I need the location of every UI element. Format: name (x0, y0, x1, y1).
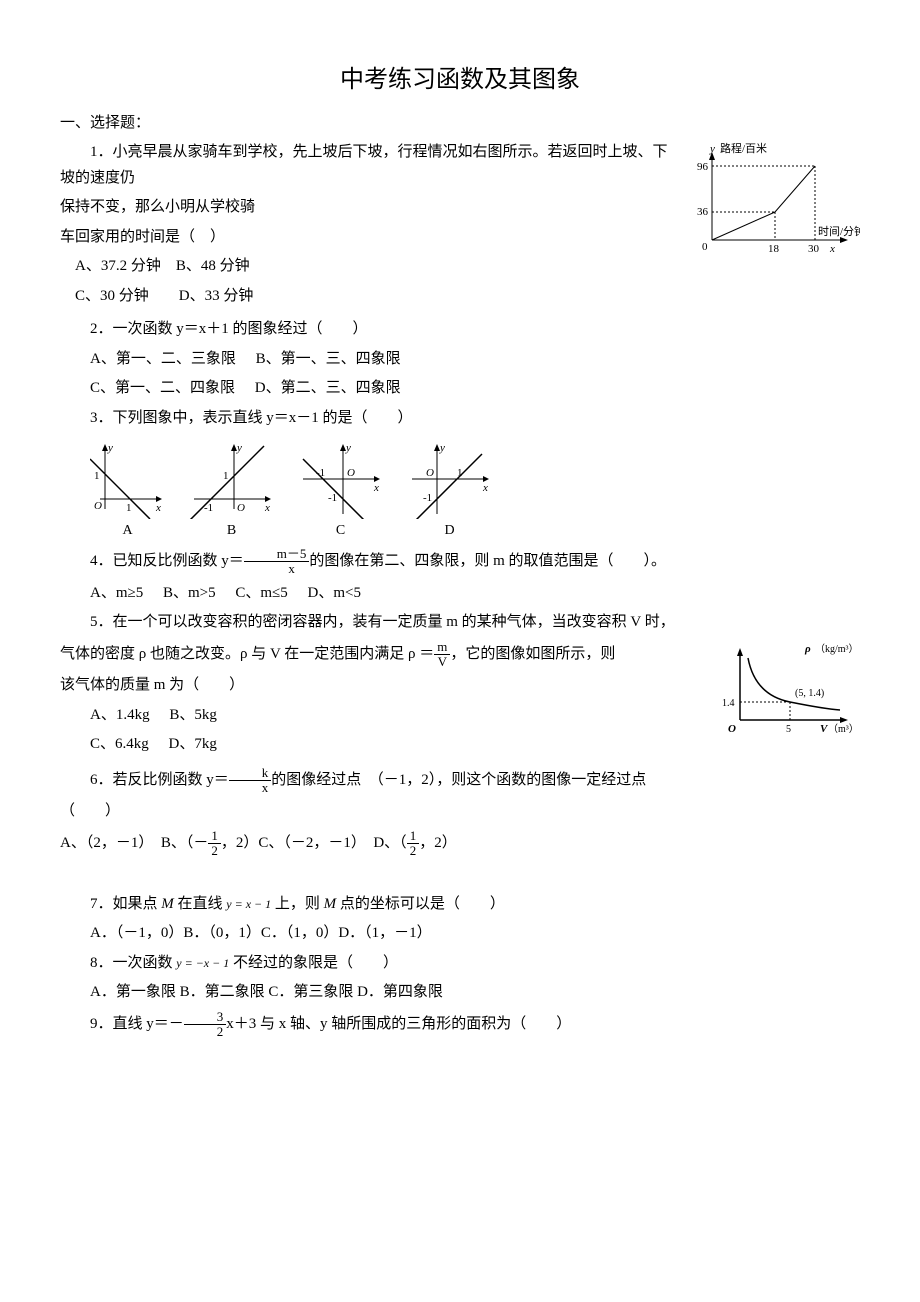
q5-optD: D、7kg (169, 736, 217, 752)
q8-text: 8．一次函数 y = −x − 1 不经过的象限是（ ） (60, 951, 860, 977)
q2-optD: D、第二、三、四象限 (255, 380, 401, 396)
q1-xvar: x (829, 243, 835, 255)
q2-optA: A、第一、二、三象限 (90, 351, 236, 367)
q3-labelD: D (407, 519, 492, 543)
q4-post: 的图像在第二、四象限，则 m 的取值范围是（ ）。 (309, 553, 666, 569)
q3-text: 3．下列图象中，表示直线 y＝x－1 的是（ ） (60, 406, 860, 432)
q2-text: 2．一次函数 y＝x＋1 的图象经过（ ） (60, 317, 860, 343)
svg-text:-1: -1 (328, 492, 337, 504)
q1-graph: y 路程/百米 96 36 0 18 30 x 时间/分钟 (690, 140, 860, 260)
svg-text:O: O (237, 502, 245, 514)
q5-yv: 1.4 (722, 698, 735, 709)
q4-frac: m－5x (244, 547, 310, 577)
q1-y36: 36 (697, 206, 709, 218)
q5-optC: C、6.4kg (90, 736, 149, 752)
q6-opts: A、（2，－1） B、（－12，2）C、（－2，－1） D、（12，2） (60, 829, 860, 859)
q9-frac: 32 (184, 1010, 227, 1040)
q1-x18: 18 (768, 243, 780, 255)
q5-graph: ρ （kg/m³） 1.4 5 O (5, 1.4) V （m³） (720, 640, 860, 735)
svg-text:-1: -1 (423, 492, 432, 504)
svg-text:x: x (373, 482, 379, 494)
svg-text:y: y (107, 442, 113, 454)
q1-x30: 30 (808, 243, 820, 255)
q5-opts2: C、6.4kg D、7kg (60, 732, 860, 758)
svg-text:O: O (426, 467, 434, 479)
q5-optB: B、5kg (169, 707, 217, 723)
svg-text:x: x (155, 502, 161, 514)
q4-optC: C、m≤5 (235, 585, 287, 601)
q4-text: 4．已知反比例函数 y＝m－5x的图像在第二、四象限，则 m 的取值范围是（ ）… (60, 547, 860, 577)
q3-labelC: C (298, 519, 383, 543)
q2-optC: C、第一、二、四象限 (90, 380, 235, 396)
q1-opts2: C、30 分钟 D、33 分钟 (60, 284, 860, 310)
q4-opts: A、m≥5 B、m>5 C、m≤5 D、m<5 (60, 581, 860, 607)
q7-text: 7．如果点 M 在直线 y = x − 1 上，则 M 点的坐标可以是（ ） (60, 892, 860, 918)
q6-tail: （ ） (60, 799, 860, 825)
svg-text:y: y (439, 442, 445, 454)
q1-xlabel: 时间/分钟 (818, 224, 860, 238)
q8-opts: A．第一象限 B．第二象限 C．第三象限 D．第四象限 (60, 980, 860, 1006)
q1-origin: 0 (702, 241, 708, 253)
svg-text:1: 1 (94, 470, 100, 482)
q3-labelA: A (90, 519, 165, 543)
q3-labelB: B (189, 519, 274, 543)
q5-optA: A、1.4kg (90, 707, 150, 723)
svg-text:ρ: ρ (804, 643, 811, 655)
q5-o: O (728, 723, 736, 735)
q3-chartC: y x O -1 -1 C (298, 439, 383, 543)
q5-xv: 5 (786, 724, 791, 735)
svg-text:x: x (264, 502, 270, 514)
svg-text:x: x (482, 482, 488, 494)
svg-text:O: O (94, 500, 102, 512)
svg-text:1: 1 (223, 470, 229, 482)
q5-line1: 5．在一个可以改变容积的密闭容器内，装有一定质量 m 的某种气体，当改变容积 V… (60, 610, 860, 636)
svg-text:y: y (345, 442, 351, 454)
q4-optB: B、m>5 (163, 585, 216, 601)
svg-text:O: O (347, 467, 355, 479)
q1-ylabel2: 路程/百米 (720, 142, 767, 155)
q3-chartD: y x O 1 -1 D (407, 439, 492, 543)
q7-opts: A．（－1，0）B．（0，1）C．（1，0）D．（1，－1） (60, 921, 860, 947)
svg-text:y: y (236, 442, 242, 454)
q2-opts-row2: C、第一、二、四象限 D、第二、三、四象限 (60, 376, 860, 402)
q1-y96: 96 (697, 161, 709, 173)
q5-frac: mV (434, 640, 450, 670)
q6-frac: kx (229, 766, 272, 796)
q3-chartB: y x O 1 -1 B (189, 439, 274, 543)
section-1-heading: 一、选择题： (60, 111, 860, 137)
q6-text: 6．若反比例函数 y＝kx的图像经过点 （－1，2），则这个函数的图像一定经过点 (60, 766, 860, 796)
page-title: 中考练习函数及其图象 (60, 60, 860, 101)
q5-pt: (5, 1.4) (795, 688, 824, 699)
q2-optB: B、第一、三、四象限 (256, 351, 401, 367)
svg-text:（kg/m³）: （kg/m³） (815, 643, 859, 655)
q9-text: 9．直线 y＝－32x＋3 与 x 轴、y 轴所围成的三角形的面积为（ ） (60, 1010, 860, 1040)
q4-optA: A、m≥5 (90, 585, 143, 601)
q4-optD: D、m<5 (308, 585, 361, 601)
q4-pre: 4．已知反比例函数 y＝ (90, 553, 244, 569)
svg-text:1: 1 (126, 502, 132, 514)
q2-opts-row1: A、第一、二、三象限 B、第一、三、四象限 (60, 347, 860, 373)
svg-text:（m³）: （m³） (828, 723, 859, 735)
q3-chartA: y x O 1 1 A (90, 439, 165, 543)
q3-charts: y x O 1 1 A y x O 1 -1 B y x O -1 (90, 439, 860, 543)
